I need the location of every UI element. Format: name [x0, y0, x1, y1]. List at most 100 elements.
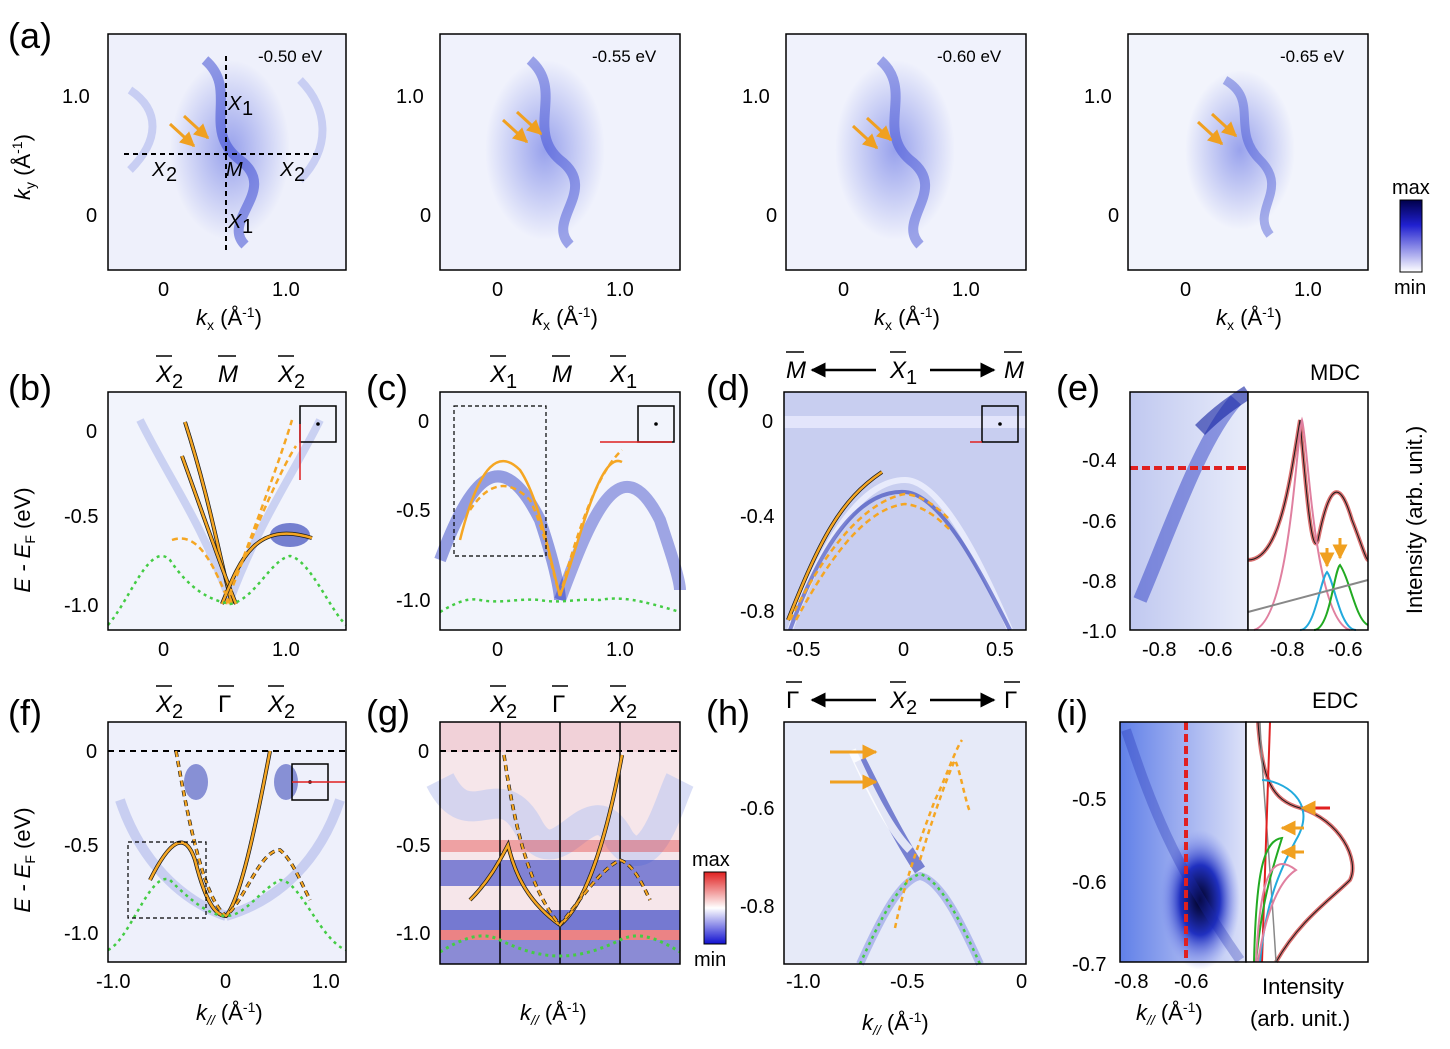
- svg-text:2: 2: [294, 164, 305, 186]
- panel-label-e: (e): [1056, 367, 1100, 408]
- panel-e: (e) MDC -0.4 -0.6 -0.8 -1.0 -0.8 -0.6 -0…: [1056, 360, 1427, 661]
- svg-text:0: 0: [766, 205, 777, 227]
- svg-text:X: X: [267, 691, 285, 718]
- fs-map-2: -0.55 eV 1.0 0 0 1.0: [396, 33, 681, 301]
- svg-text:M: M: [226, 159, 243, 181]
- svg-text:0: 0: [158, 639, 169, 661]
- svg-text:-0.6: -0.6: [1174, 971, 1208, 993]
- svg-text:-1.0: -1.0: [64, 595, 98, 617]
- svg-text:X: X: [609, 361, 627, 388]
- svg-text:1.0: 1.0: [396, 86, 424, 108]
- panel-label-g: (g): [366, 692, 410, 733]
- panel-label-c: (c): [366, 367, 408, 408]
- mdc-title: MDC: [1310, 360, 1360, 385]
- svg-text:-0.6: -0.6: [1072, 872, 1106, 894]
- svg-text:X: X: [155, 691, 173, 718]
- panel-label-b: (b): [8, 367, 52, 408]
- panel-label-i: (i): [1056, 692, 1088, 733]
- svg-text:k// (Å-1): k// (Å-1): [196, 999, 263, 1028]
- svg-text:1.0: 1.0: [1084, 86, 1112, 108]
- svg-text:X: X: [889, 687, 907, 714]
- svg-text:0: 0: [418, 411, 429, 433]
- svg-text:X: X: [489, 691, 507, 718]
- svg-text:kx (Å-1): kx (Å-1): [532, 304, 598, 333]
- panel-label-h: (h): [706, 692, 750, 733]
- svg-text:-1.0: -1.0: [786, 971, 820, 993]
- svg-text:0: 0: [492, 279, 503, 301]
- svg-text:-0.8: -0.8: [1142, 639, 1176, 661]
- svg-text:M: M: [1004, 357, 1024, 384]
- svg-text:-0.5: -0.5: [64, 835, 98, 857]
- fs-map-4: -0.65 eV 1.0 0 0 1.0: [1084, 33, 1369, 301]
- svg-text:0: 0: [418, 741, 429, 763]
- ylabel-ky: ky (Å-1): [9, 134, 38, 200]
- svg-text:1: 1: [242, 98, 253, 120]
- svg-text:E - EF (eV): E - EF (eV): [10, 487, 38, 592]
- svg-text:0: 0: [86, 421, 97, 443]
- svg-text:-0.8: -0.8: [1114, 971, 1148, 993]
- svg-text:-0.5: -0.5: [1072, 789, 1106, 811]
- svg-text:E - EF (eV): E - EF (eV): [10, 807, 38, 912]
- svg-text:X: X: [889, 357, 907, 384]
- svg-text:X: X: [279, 159, 294, 181]
- svg-text:0: 0: [762, 411, 773, 433]
- svg-text:min: min: [1394, 277, 1426, 299]
- svg-text:0: 0: [158, 279, 169, 301]
- xlabel-kx-4: kx (Å-1): [1216, 304, 1282, 333]
- svg-text:2: 2: [294, 371, 305, 393]
- svg-text:-0.5: -0.5: [64, 506, 98, 528]
- svg-text:1: 1: [906, 367, 917, 389]
- svg-text:k// (Å-1): k// (Å-1): [862, 1009, 929, 1038]
- fs-map-3: -0.60 eV 1.0 0 0 1.0: [742, 33, 1027, 301]
- svg-text:2: 2: [172, 371, 183, 393]
- svg-text:min: min: [694, 949, 726, 971]
- svg-text:1: 1: [626, 371, 637, 393]
- energy-label-3: -0.60 eV: [937, 47, 1002, 66]
- svg-text:0: 0: [220, 971, 231, 993]
- energy-label-4: -0.65 eV: [1280, 47, 1345, 66]
- svg-text:-1.0: -1.0: [64, 923, 98, 945]
- panel-label-d: (d): [706, 367, 750, 408]
- svg-text:-0.6: -0.6: [740, 798, 774, 820]
- svg-text:-0.7: -0.7: [1072, 954, 1106, 976]
- colorbar-g: max min: [692, 849, 730, 971]
- svg-text:kx (Å-1): kx (Å-1): [1216, 304, 1282, 333]
- svg-text:0: 0: [86, 205, 97, 227]
- svg-text:0: 0: [838, 279, 849, 301]
- svg-text:-0.6: -0.6: [1082, 511, 1116, 533]
- svg-text:2: 2: [626, 701, 637, 723]
- panel-a: (a) -0.50 eV X 1 X 1 X 2 X 2 M 1.0 0 0: [8, 15, 1430, 333]
- svg-text:M: M: [786, 357, 806, 384]
- svg-text:1.0: 1.0: [1294, 279, 1322, 301]
- svg-text:X: X: [155, 361, 173, 388]
- svg-text:-0.5: -0.5: [396, 500, 430, 522]
- svg-text:2: 2: [906, 697, 917, 719]
- xlabel-kpar-i: k// (Å-1): [1136, 999, 1203, 1028]
- svg-text:-0.8: -0.8: [1082, 571, 1116, 593]
- panel-i: (i) EDC -0.5 -0.6 -0.7 -0.8 -0.6 k// (Å-…: [1056, 688, 1369, 1031]
- svg-text:-0.8: -0.8: [1270, 639, 1304, 661]
- svg-text:2: 2: [284, 701, 295, 723]
- svg-text:-0.5: -0.5: [786, 639, 820, 661]
- svg-text:0: 0: [86, 741, 97, 763]
- svg-text:1: 1: [242, 216, 253, 238]
- svg-text:-0.8: -0.8: [740, 601, 774, 623]
- svg-text:1.0: 1.0: [606, 639, 634, 661]
- svg-text:X: X: [227, 211, 242, 233]
- svg-text:1.0: 1.0: [312, 971, 340, 993]
- svg-text:-1.0: -1.0: [96, 971, 130, 993]
- xlabel-kpar-h: k// (Å-1): [862, 1009, 929, 1038]
- svg-text:X: X: [151, 159, 166, 181]
- energy-label-1: -0.50 eV: [258, 47, 323, 66]
- xlabel-kx-1: kx (Å-1): [196, 304, 262, 333]
- xlabel-kx-3: kx (Å-1): [874, 304, 940, 333]
- svg-text:1.0: 1.0: [742, 86, 770, 108]
